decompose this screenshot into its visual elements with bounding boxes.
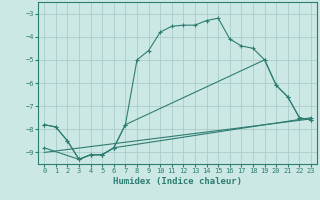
X-axis label: Humidex (Indice chaleur): Humidex (Indice chaleur) bbox=[113, 177, 242, 186]
